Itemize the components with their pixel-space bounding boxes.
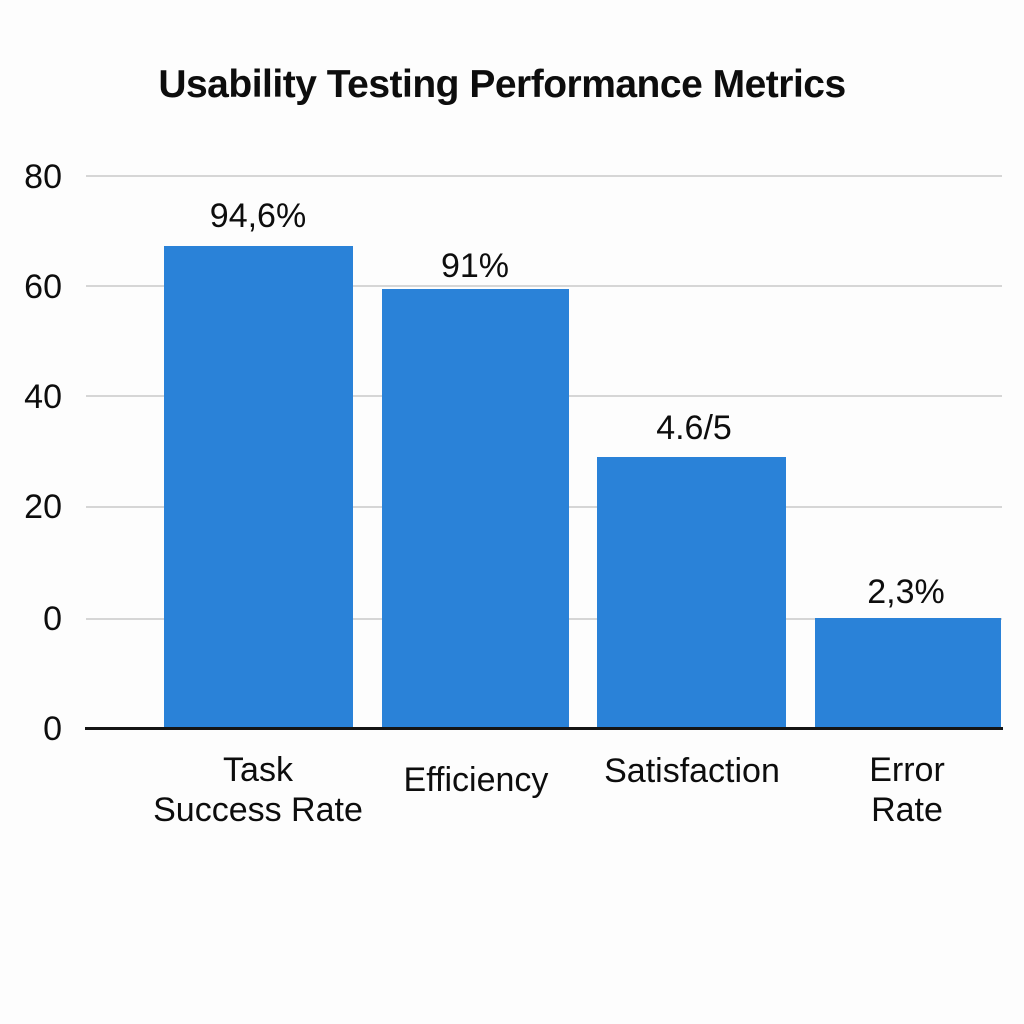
y-tick-label-20: 20 bbox=[24, 488, 62, 526]
category-line: Error bbox=[869, 751, 945, 789]
category-label-task-success-rate: Task Success Rate bbox=[108, 750, 408, 830]
bar-task-success-rate bbox=[164, 246, 353, 727]
value-label-task-success-rate: 94,6% bbox=[209, 197, 307, 235]
y-tick-label-80: 80 bbox=[24, 158, 62, 196]
bar-efficiency bbox=[382, 289, 569, 727]
bar-error-rate bbox=[815, 618, 1001, 727]
value-label-error-rate: 2,3% bbox=[867, 573, 945, 611]
y-tick-label-0-baseline: 0 bbox=[43, 710, 62, 748]
value-label-satisfaction: 4.6/5 bbox=[656, 409, 732, 447]
category-line: Task bbox=[223, 751, 293, 789]
y-tick-label-40: 40 bbox=[24, 378, 62, 416]
category-line: Efficiency bbox=[403, 761, 549, 799]
value-label-efficiency: 91% bbox=[440, 247, 510, 285]
category-line: Success Rate bbox=[153, 791, 363, 829]
category-label-efficiency: Efficiency bbox=[326, 760, 626, 800]
x-axis-line bbox=[85, 727, 1003, 730]
category-line: Satisfaction bbox=[604, 752, 780, 790]
gridline-80 bbox=[86, 175, 1002, 177]
gridline-60 bbox=[86, 285, 1002, 287]
y-tick-label-0-upper: 0 bbox=[43, 600, 62, 638]
bar-satisfaction bbox=[597, 457, 786, 727]
y-tick-label-60: 60 bbox=[24, 268, 62, 306]
category-label-error-rate: Error Rate bbox=[757, 750, 1024, 830]
category-label-satisfaction: Satisfaction bbox=[542, 751, 842, 791]
category-line: Rate bbox=[871, 791, 943, 829]
chart-title: Usability Testing Performance Metrics bbox=[158, 63, 846, 106]
